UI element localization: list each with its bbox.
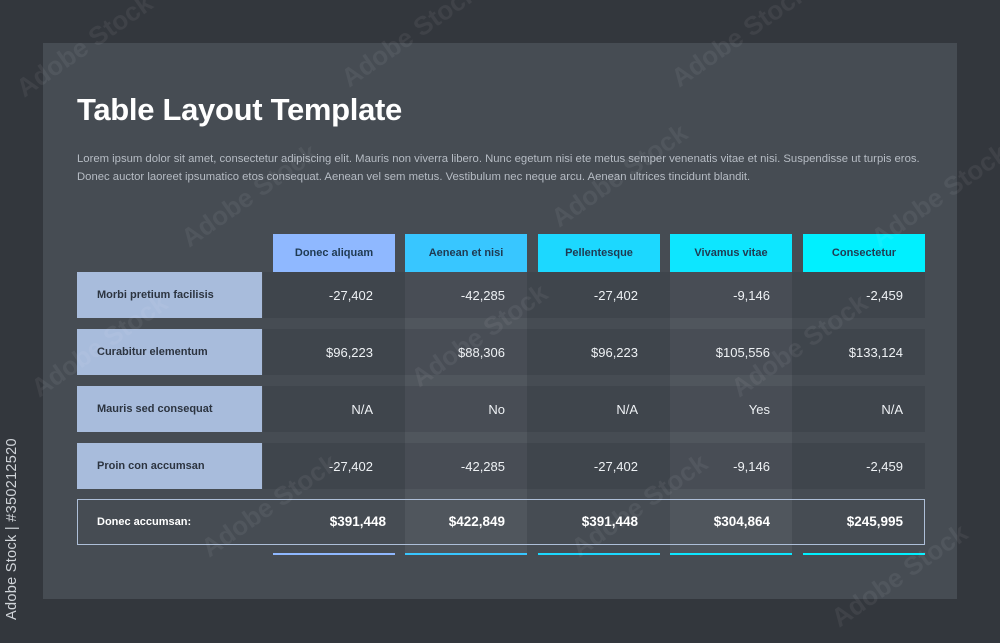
column-header: Pellentesque: [538, 234, 660, 272]
column-underline: [670, 553, 792, 555]
table-cell: -42,285: [460, 288, 505, 303]
table-cell: $133,124: [848, 345, 903, 360]
total-cell: $304,864: [713, 514, 770, 529]
column-header: Consectetur: [803, 234, 925, 272]
table-cell: $96,223: [591, 345, 638, 360]
column-underline: [538, 553, 660, 555]
table-cell: $88,306: [458, 345, 505, 360]
column-header: Donec aliquam: [273, 234, 395, 272]
total-cell: $391,448: [581, 514, 638, 529]
row-label: Morbi pretium facilisis: [77, 272, 262, 318]
table-cell: $96,223: [326, 345, 373, 360]
table-cell: -9,146: [733, 459, 770, 474]
column-highlight: [670, 272, 792, 554]
table-cell: -42,285: [460, 459, 505, 474]
table-cell: -27,402: [328, 459, 373, 474]
column-header: Vivamus vitae: [670, 234, 792, 272]
table-cell: -2,459: [866, 459, 903, 474]
stock-id: Adobe Stock | #350212520: [4, 438, 20, 620]
column-underline: [273, 553, 395, 555]
table-cell: N/A: [881, 402, 903, 417]
row-band: [263, 329, 925, 375]
page-title: Table Layout Template: [77, 92, 402, 127]
table-cell: No: [488, 402, 505, 417]
total-cell: $245,995: [846, 514, 903, 529]
content-panel: [43, 43, 957, 599]
row-band: [263, 272, 925, 318]
column-header: Aenean et nisi: [405, 234, 527, 272]
row-band: [263, 386, 925, 432]
table-cell: $105,556: [715, 345, 770, 360]
total-label: Donec accumsan:: [97, 516, 192, 528]
table-cell: Yes: [748, 402, 770, 417]
page-description: Lorem ipsum dolor sit amet, consectetur …: [77, 153, 920, 183]
total-row: [77, 499, 925, 545]
table-cell: N/A: [616, 402, 638, 417]
table-cell: -2,459: [866, 288, 903, 303]
row-label: Mauris sed consequat: [77, 386, 262, 432]
table-cell: N/A: [351, 402, 373, 417]
table-cell: -27,402: [593, 459, 638, 474]
table-cell: -9,146: [733, 288, 770, 303]
column-underline: [405, 553, 527, 555]
row-label: Proin con accumsan: [77, 443, 262, 489]
total-cell: $391,448: [329, 514, 386, 529]
total-cell: $422,849: [448, 514, 505, 529]
table-cell: -27,402: [328, 288, 373, 303]
column-underline: [803, 553, 925, 555]
row-label: Curabitur elementum: [77, 329, 262, 375]
column-highlight: [405, 272, 527, 554]
table-cell: -27,402: [593, 288, 638, 303]
row-band: [263, 443, 925, 489]
